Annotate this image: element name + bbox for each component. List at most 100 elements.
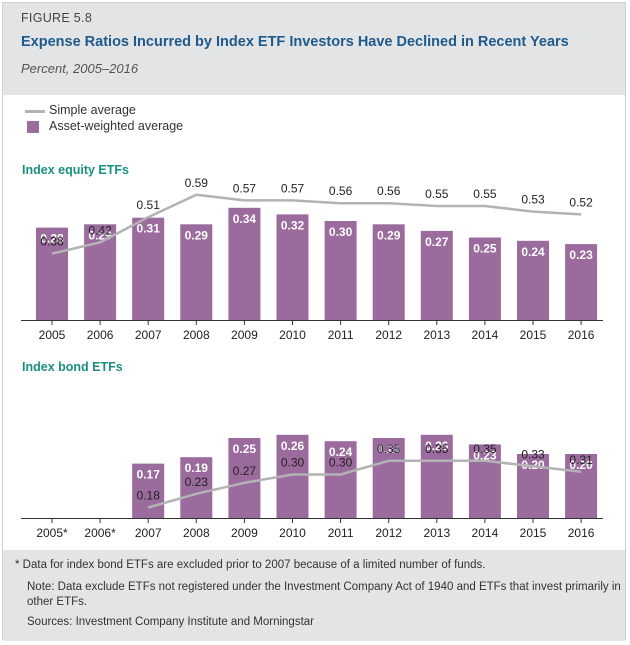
equity-bar-label: 0.24	[521, 245, 545, 259]
equity-bar	[324, 221, 357, 320]
bond-bar-label: 0.20	[569, 458, 593, 472]
equity-line-label: 0.52	[569, 195, 593, 209]
bond-bar	[565, 454, 598, 518]
bond-bar-label: 0.26	[425, 439, 449, 453]
bond-bar	[180, 457, 213, 518]
equity-bar	[276, 214, 309, 320]
bond-x-tick-label: 2006*	[84, 526, 116, 540]
equity-bar	[228, 207, 261, 320]
equity-bar-label: 0.28	[40, 232, 64, 246]
equity-bar	[468, 237, 501, 320]
equity-line-label: 0.56	[329, 184, 353, 198]
bond-x-tick-label: 2015	[520, 526, 547, 540]
equity-line-label: 0.38	[40, 235, 64, 249]
equity-x-tick-label: 2014	[472, 328, 499, 342]
equity-bar	[565, 244, 598, 320]
equity-line-label: 0.57	[281, 181, 305, 195]
equity-bar	[132, 217, 165, 320]
bond-line-label: 0.33	[521, 447, 545, 461]
bond-x-tick-label: 2008	[183, 526, 210, 540]
bond-bar	[228, 438, 261, 518]
equity-line-label: 0.59	[185, 176, 209, 190]
equity-bar	[180, 224, 213, 320]
footnote: * Data for index bond ETFs are excluded …	[15, 559, 486, 571]
bond-bar-label: 0.25	[377, 442, 401, 456]
bond-line-label: 0.35	[425, 442, 449, 456]
bond-x-tick-label: 2009	[231, 526, 258, 540]
bond-section-title: Index bond ETFs	[22, 360, 123, 374]
bond-bar-label: 0.17	[137, 468, 161, 482]
equity-x-tick-label: 2006	[87, 328, 114, 342]
bond-x-tick-label: 2005*	[36, 526, 68, 540]
bond-bar	[132, 463, 165, 518]
equity-bar	[420, 230, 453, 320]
equity-bar-label: 0.34	[233, 212, 257, 226]
figure-label: FIGURE 5.8	[21, 11, 93, 25]
bond-bar-label: 0.25	[233, 442, 257, 456]
equity-x-tick-label: 2008	[183, 328, 210, 342]
equity-x-tick-label: 2015	[520, 328, 547, 342]
equity-x-tick-label: 2016	[568, 328, 595, 342]
bond-line-label: 0.30	[329, 456, 353, 470]
bond-line-label: 0.35	[473, 442, 497, 456]
bond-bar-label: 0.19	[185, 461, 209, 475]
equity-x-tick-label: 2010	[279, 328, 306, 342]
bond-line-label: 0.18	[137, 489, 161, 503]
bond-line-label: 0.31	[569, 453, 593, 467]
equity-line-label: 0.57	[233, 181, 257, 195]
bond-line-label: 0.30	[281, 456, 305, 470]
equity-bar-label: 0.31	[137, 222, 161, 236]
equity-line-label: 0.55	[425, 187, 449, 201]
figure-header: FIGURE 5.8 Expense Ratios Incurred by In…	[3, 3, 625, 95]
bond-line-label: 0.27	[233, 464, 257, 478]
legend-bar-swatch	[27, 121, 39, 133]
bond-bar	[468, 444, 501, 518]
equity-bar	[517, 240, 549, 320]
figure-title: Expense Ratios Incurred by Index ETF Inv…	[21, 34, 569, 50]
equity-bar-label: 0.29	[377, 228, 401, 242]
bond-bar-label: 0.26	[281, 439, 305, 453]
bond-x-tick-label: 2007	[135, 526, 162, 540]
bond-x-tick-label: 2016	[568, 526, 595, 540]
bond-bar	[420, 434, 453, 518]
equity-line-label: 0.55	[473, 187, 497, 201]
bond-bar	[372, 438, 405, 518]
bond-bar-label: 0.24	[329, 445, 353, 459]
equity-line-label: 0.51	[137, 198, 161, 212]
equity-section-title: Index equity ETFs	[22, 163, 129, 177]
equity-bar-label: 0.27	[425, 235, 449, 249]
figure-footer: * Data for index bond ETFs are excluded …	[3, 550, 625, 641]
equity-bar-label: 0.30	[329, 225, 353, 239]
bond-x-tick-label: 2010	[279, 526, 306, 540]
equity-bar	[36, 227, 68, 320]
equity-x-tick-label: 2005	[39, 328, 66, 342]
bond-bar-label: 0.23	[473, 448, 497, 462]
bond-x-tick-label: 2011	[328, 526, 354, 540]
equity-x-tick-label: 2007	[135, 328, 162, 342]
legend-line-swatch	[25, 110, 45, 113]
equity-line-series	[51, 193, 582, 255]
equity-line-label: 0.42	[88, 223, 112, 237]
bond-line-series	[147, 459, 582, 509]
equity-bar-label: 0.29	[185, 228, 209, 242]
note-line-2: other ETFs.	[27, 596, 88, 608]
equity-bar	[84, 224, 117, 320]
note-line-1: Note: Data exclude ETFs not registered u…	[27, 581, 621, 593]
equity-x-tick-label: 2013	[423, 328, 450, 342]
legend-label-simple-average: Simple average	[49, 103, 136, 117]
equity-x-tick-label: 2009	[231, 328, 258, 342]
bond-x-tick-label: 2014	[472, 526, 499, 540]
equity-bar-label: 0.23	[569, 248, 593, 262]
equity-line-label: 0.53	[521, 193, 545, 207]
bond-line-label: 0.23	[185, 475, 209, 489]
equity-line-label: 0.56	[377, 184, 401, 198]
bond-bar-label: 0.20	[521, 458, 545, 472]
bond-x-tick-label: 2012	[375, 526, 402, 540]
figure-subtitle: Percent, 2005–2016	[21, 61, 139, 76]
legend-label-asset-weighted: Asset-weighted average	[49, 119, 184, 133]
equity-x-tick-label: 2011	[328, 328, 354, 342]
equity-x-tick-label: 2012	[375, 328, 402, 342]
equity-bar	[372, 224, 405, 320]
equity-bar-label: 0.32	[281, 218, 305, 232]
